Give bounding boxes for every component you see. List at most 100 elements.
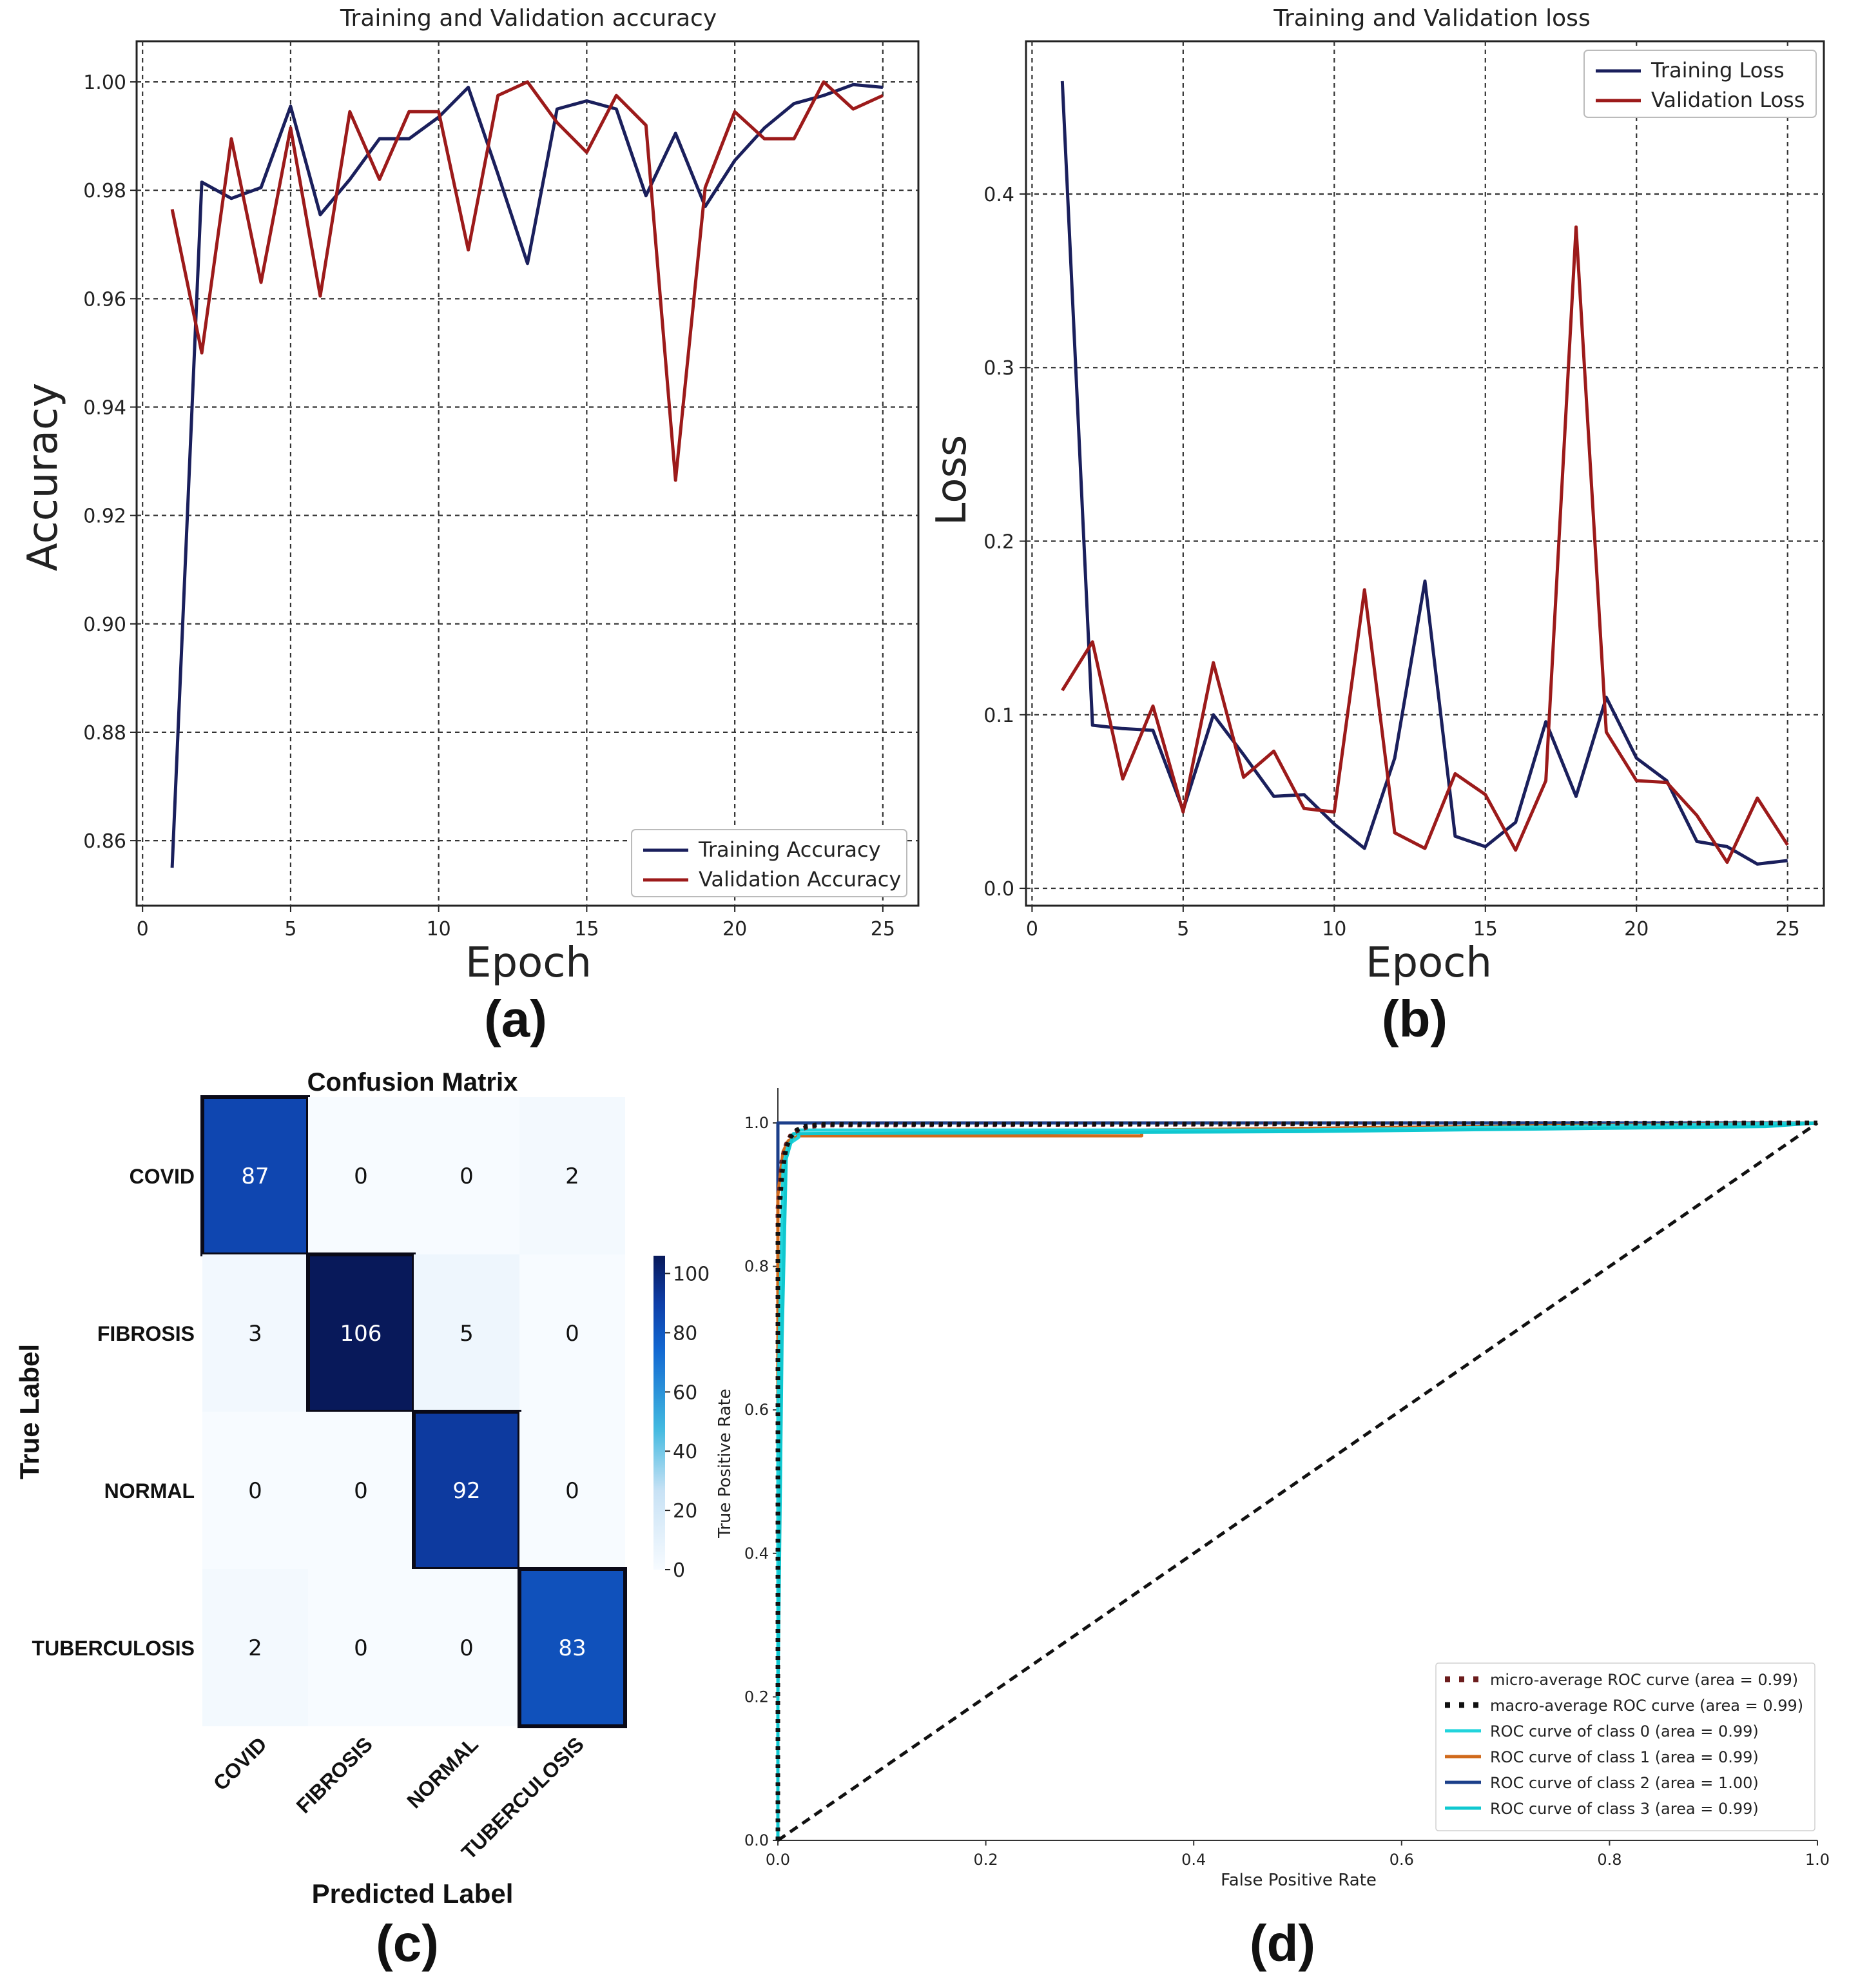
column-label: COVID — [209, 1732, 271, 1795]
panel-label-b: (b) — [1382, 990, 1447, 1048]
roc-series-line — [775, 1120, 1818, 1840]
y-tick-label: 0.3 — [983, 357, 1014, 380]
matrix-cell — [308, 1569, 414, 1726]
loss-chart-title: Training and Validation loss — [1273, 5, 1590, 32]
legend-label: ROC curve of class 3 (area = 0.99) — [1490, 1800, 1759, 1818]
accuracy-chart-ylabel: Accuracy — [19, 383, 67, 571]
y-tick-label: 0.1 — [983, 705, 1014, 727]
chance-diagonal — [777, 1121, 1819, 1842]
series-line — [1061, 225, 1789, 864]
y-tick-label: 0.92 — [83, 505, 126, 528]
roc-series-line — [776, 1121, 1818, 1840]
accuracy-chart: Training and Validation accuracy Epoch A… — [19, 5, 920, 1048]
roc-chart-ylabel: True Positive Rate — [715, 1389, 735, 1539]
x-tick-label: 25 — [1776, 918, 1800, 940]
y-tick-label: 1.00 — [83, 72, 126, 94]
legend-label: ROC curve of class 0 (area = 0.99) — [1490, 1722, 1759, 1740]
colorbar-tick-label: 60 — [673, 1381, 697, 1404]
cell-value: 0 — [460, 1164, 474, 1189]
x-tick-label: 15 — [574, 918, 599, 940]
cell-value: 92 — [452, 1478, 480, 1504]
row-label: FIBROSIS — [97, 1322, 195, 1345]
cell-value: 0 — [354, 1164, 368, 1189]
column-label: FIBROSIS — [292, 1732, 377, 1817]
x-tick-label: 0 — [1026, 918, 1038, 940]
y-tick-label: 0.0 — [744, 1831, 769, 1849]
x-tick-label: 10 — [1322, 918, 1346, 940]
row-label: NORMAL — [104, 1479, 195, 1503]
matrix-cell — [308, 1097, 414, 1254]
cell-value: 0 — [248, 1478, 262, 1504]
cell-value: 87 — [241, 1164, 269, 1189]
series-line — [170, 80, 884, 482]
matrix-cell — [414, 1254, 519, 1412]
cell-value: 106 — [340, 1321, 382, 1347]
legend-box — [1583, 50, 1817, 118]
matrix-cell — [306, 1252, 416, 1414]
cell-value: 0 — [565, 1478, 579, 1504]
matrix-cell — [518, 1567, 627, 1728]
matrix-cell — [519, 1097, 625, 1254]
matrix-cell — [414, 1569, 519, 1726]
roc-chart-xlabel: False Positive Rate — [1221, 1871, 1377, 1890]
column-label: NORMAL — [402, 1732, 483, 1813]
series-line — [170, 83, 884, 868]
x-tick-label: 0.4 — [1181, 1851, 1206, 1869]
legend-box — [1435, 1662, 1815, 1831]
y-tick-label: 0.4 — [744, 1545, 769, 1563]
x-tick-label: 20 — [1624, 918, 1649, 940]
cell-value: 0 — [354, 1478, 368, 1504]
x-tick-label: 0 — [137, 918, 149, 940]
y-tick-label: 0.4 — [983, 184, 1014, 206]
colorbar-tick-label: 80 — [673, 1322, 697, 1345]
x-tick-label: 1.0 — [1805, 1851, 1830, 1869]
cell-value: 2 — [565, 1164, 579, 1189]
colorbar-tick-label: 100 — [673, 1263, 710, 1286]
legend-label: Validation Loss — [1651, 88, 1805, 112]
matrix-cell — [202, 1412, 308, 1569]
cell-value: 5 — [460, 1321, 474, 1347]
row-label: COVID — [130, 1165, 195, 1188]
x-tick-label: 0.8 — [1597, 1851, 1622, 1869]
matrix-cell — [200, 1095, 310, 1256]
cell-value: 83 — [558, 1635, 586, 1661]
legend-label: Validation Accuracy — [699, 867, 901, 892]
x-tick-label: 5 — [284, 918, 296, 940]
matrix-cell — [202, 1569, 308, 1726]
accuracy-chart-xlabel: Epoch — [465, 939, 592, 987]
cell-value: 2 — [248, 1635, 262, 1661]
legend-label: ROC curve of class 2 (area = 1.00) — [1490, 1774, 1759, 1792]
legend-label: macro-average ROC curve (area = 0.99) — [1490, 1697, 1803, 1715]
accuracy-chart-title: Training and Validation accuracy — [340, 5, 717, 32]
plot-frame — [1025, 40, 1825, 907]
y-tick-label: 0.96 — [83, 288, 126, 311]
cell-value: 3 — [248, 1321, 262, 1347]
panel-label-c: (c) — [376, 1915, 439, 1972]
loss-chart: Training and Validation loss Epoch Loss … — [928, 5, 1825, 1048]
confusion-matrix: Confusion Matrix Predicted Label True La… — [14, 1068, 710, 1972]
x-tick-label: 5 — [1177, 918, 1189, 940]
y-tick-label: 0.8 — [744, 1258, 769, 1276]
cell-value: 0 — [460, 1635, 474, 1661]
x-tick-label: 0.6 — [1389, 1851, 1414, 1869]
colorbar — [653, 1256, 665, 1570]
confusion-matrix-xlabel: Predicted Label — [312, 1878, 514, 1909]
y-tick-label: 0.2 — [744, 1688, 769, 1706]
roc-chart: False Positive Rate True Positive Rate (… — [715, 1088, 1830, 1972]
legend-label: ROC curve of class 1 (area = 0.99) — [1490, 1748, 1759, 1766]
confusion-matrix-ylabel: True Label — [14, 1344, 44, 1479]
x-tick-label: 15 — [1473, 918, 1498, 940]
legend-box — [631, 829, 907, 897]
cell-value: 0 — [565, 1321, 579, 1347]
cell-value: 0 — [354, 1635, 368, 1661]
x-tick-label: 10 — [427, 918, 451, 940]
panel-label-a: (a) — [484, 990, 547, 1048]
confusion-matrix-title: Confusion Matrix — [307, 1068, 518, 1096]
y-tick-label: 0.86 — [83, 830, 126, 853]
matrix-cell — [202, 1254, 308, 1412]
y-tick-label: 0.88 — [83, 722, 126, 745]
y-tick-label: 1.0 — [744, 1114, 769, 1132]
y-tick-label: 0.98 — [83, 180, 126, 202]
y-tick-label: 0.90 — [83, 614, 126, 636]
